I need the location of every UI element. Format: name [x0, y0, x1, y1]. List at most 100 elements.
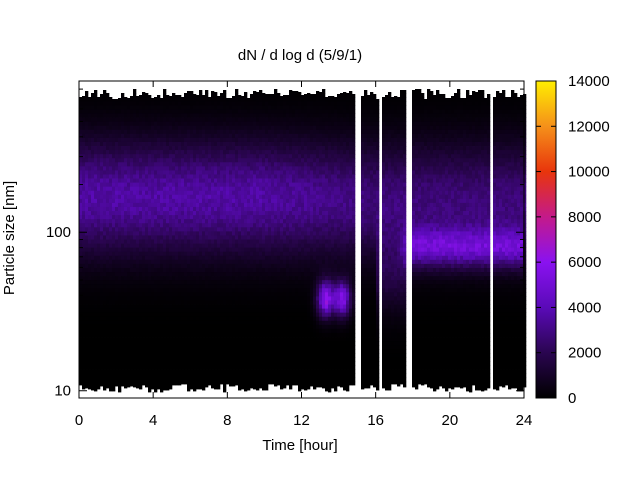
heatmap-cell [202, 251, 206, 257]
heatmap-cell [100, 276, 104, 281]
heatmap-cell [247, 300, 251, 305]
heatmap-cell [262, 255, 266, 261]
heatmap-cell [145, 320, 149, 326]
heatmap-cell [250, 320, 254, 326]
heatmap-cell [172, 117, 176, 123]
heatmap-cell [124, 170, 128, 175]
heatmap-cell [94, 97, 98, 102]
heatmap-cell [229, 251, 233, 257]
heatmap-cell [88, 133, 92, 139]
heatmap-cell [88, 385, 92, 390]
heatmap-cell [109, 365, 113, 370]
heatmap-cell [262, 121, 266, 127]
heatmap-cell [274, 267, 278, 273]
heatmap-cell [100, 292, 104, 297]
heatmap-cell [241, 385, 245, 390]
heatmap-cell [88, 186, 92, 192]
heatmap-cell [121, 202, 125, 208]
heatmap-cell [154, 170, 158, 175]
heatmap-cell [253, 341, 257, 346]
heatmap-cell [139, 308, 143, 314]
heatmap-cell [262, 349, 266, 354]
heatmap-cell [205, 349, 209, 354]
heatmap-cell [121, 146, 125, 151]
heatmap-cell [193, 341, 197, 346]
heatmap-cell [172, 373, 176, 379]
heatmap-cell [94, 190, 98, 196]
heatmap-cell [184, 215, 188, 220]
heatmap-cell [142, 324, 146, 330]
heatmap-cell [142, 276, 146, 281]
heatmap-cell [94, 178, 98, 183]
heatmap-cell [124, 194, 128, 200]
heatmap-cell [178, 105, 182, 110]
heatmap-cell [112, 341, 116, 346]
heatmap-cell [139, 121, 143, 127]
heatmap-cell [145, 239, 149, 244]
heatmap-cell [148, 357, 152, 362]
heatmap-cell [151, 280, 155, 285]
heatmap-cell [151, 349, 155, 354]
heatmap-cell [181, 373, 185, 379]
heatmap-cell [160, 373, 164, 379]
heatmap-cell [271, 202, 275, 208]
heatmap-cell [91, 337, 95, 342]
heatmap-cell [244, 186, 248, 192]
heatmap-cell [262, 365, 266, 370]
heatmap-cell [250, 385, 254, 389]
heatmap-cell [232, 105, 236, 110]
heatmap-cell [133, 328, 137, 334]
heatmap-cell [100, 251, 104, 257]
heatmap-cell [223, 235, 227, 240]
heatmap-cell [97, 215, 101, 220]
heatmap-cell [208, 263, 212, 269]
heatmap-cell [277, 357, 281, 362]
heatmap-cell [169, 186, 173, 192]
heatmap-cell [262, 373, 266, 379]
heatmap-cell [166, 369, 170, 375]
heatmap-cell [250, 361, 254, 366]
heatmap-cell [211, 198, 215, 204]
heatmap-cell [130, 206, 134, 212]
heatmap-cell [256, 255, 260, 261]
heatmap-cell [229, 227, 233, 232]
heatmap-cell [211, 174, 215, 179]
heatmap-cell [250, 292, 254, 297]
heatmap-cell [94, 251, 98, 257]
heatmap-cell [139, 365, 143, 370]
heatmap-cell [247, 349, 251, 354]
heatmap-cell [232, 243, 236, 249]
heatmap-cell [262, 129, 266, 135]
heatmap-cell [184, 332, 188, 338]
heatmap-cell [193, 186, 197, 192]
heatmap-cell [133, 316, 137, 322]
heatmap-cell [214, 296, 218, 301]
heatmap-cell [163, 377, 167, 383]
heatmap-cell [214, 243, 218, 249]
heatmap-cell [226, 381, 230, 385]
heatmap-cell [85, 105, 89, 110]
heatmap-cell [106, 150, 110, 155]
heatmap-cell [250, 365, 254, 370]
heatmap-cell [232, 337, 236, 342]
heatmap-cell [232, 162, 236, 167]
heatmap-cell [223, 90, 227, 94]
heatmap-cell [181, 186, 185, 192]
heatmap-cell [82, 239, 86, 244]
heatmap-cell [241, 247, 245, 253]
heatmap-cell [184, 190, 188, 196]
heatmap-cell [172, 365, 176, 370]
heatmap-cell [253, 125, 257, 131]
heatmap-cell [208, 133, 212, 139]
heatmap-cell [139, 337, 143, 342]
heatmap-cell [121, 276, 125, 281]
heatmap-cell [106, 304, 110, 309]
heatmap-cell [154, 341, 158, 346]
heatmap-cell [97, 170, 101, 175]
heatmap-cell [148, 219, 152, 224]
heatmap-cell [175, 178, 179, 183]
heatmap-cell [280, 105, 284, 110]
heatmap-cell [229, 182, 233, 188]
heatmap-cell [145, 381, 149, 387]
heatmap-cell [274, 231, 278, 236]
